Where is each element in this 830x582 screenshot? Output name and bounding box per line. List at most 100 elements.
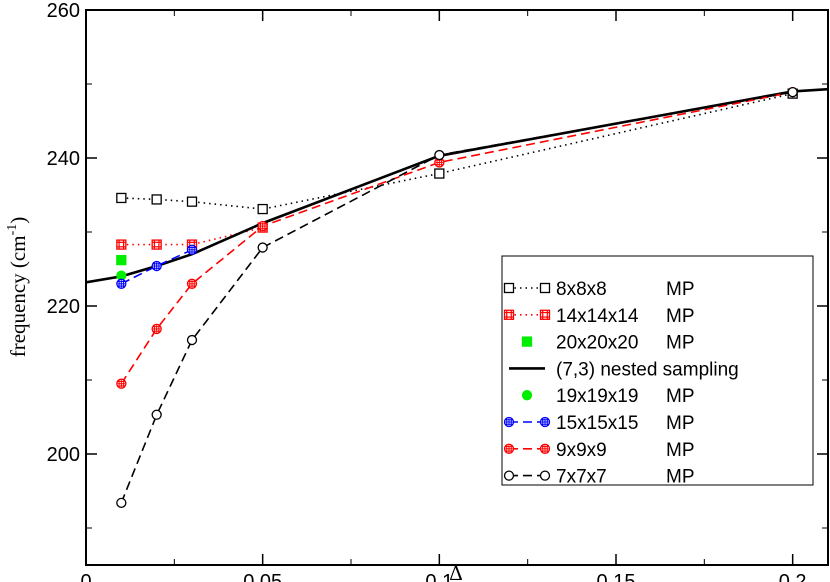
data-point-s7 (787, 86, 798, 98)
legend-label: 8x8x8 (556, 279, 607, 300)
data-point-s7 (151, 409, 162, 420)
series-line-s14 (121, 226, 263, 246)
data-point-s8 (257, 203, 268, 215)
axis-ticks: 0 0.05 0.1 0.15 0.2 200 220 240 260 (47, 0, 828, 582)
legend-label: 19x19x19 (556, 386, 638, 407)
data-point-s8-shape (186, 196, 198, 207)
plot-frame (85, 9, 829, 566)
data-point-s9 (257, 220, 268, 232)
legend-item-s14: 14x14x14 MP (503, 306, 695, 327)
data-point-s8 (151, 194, 162, 205)
svg-text:frequency (cm-1): frequency (cm-1) (5, 217, 30, 358)
data-point-s14-shape (151, 239, 162, 250)
legend-label: 20x20x20 (556, 333, 638, 354)
data-point-s14-shape (116, 239, 127, 250)
y-axis-label-text: frequency (cm (6, 235, 30, 357)
data-point-s7 (116, 497, 127, 508)
series-layer (86, 86, 828, 508)
data-point-s8-shape (151, 194, 162, 205)
legend-marker (503, 416, 515, 428)
legend-item-s7: 7x7x7 MP (503, 467, 695, 488)
data-point-s8-shape (116, 192, 127, 204)
legend-marker-shape (539, 282, 551, 294)
x-tick-label: 0.05 (243, 571, 282, 582)
legend-marker (539, 282, 551, 294)
legend-label: 9x9x9 (556, 440, 607, 461)
series-line-nested (86, 87, 828, 284)
series-s7 (116, 86, 798, 508)
y-tick-label: 220 (47, 296, 80, 318)
data-point-s20 (116, 254, 127, 266)
legend-item-nested: (7,3) nested sampling (509, 359, 739, 380)
data-point-s7-shape (257, 242, 268, 253)
y-axis-label-sup: -1 (5, 224, 20, 236)
data-point-s20-shape (116, 254, 127, 266)
legend-suffix: MP (666, 306, 695, 327)
data-point-s15 (186, 244, 198, 255)
legend-marker-shape (503, 470, 515, 481)
data-point-s7-shape (434, 149, 445, 161)
legend-marker-shape (521, 336, 533, 347)
legend-suffix: MP (666, 333, 695, 354)
legend-item-s8: 8x8x8 MP (503, 279, 695, 300)
legend-marker (503, 282, 515, 294)
legend-marker (539, 470, 551, 481)
data-point-s9 (116, 378, 127, 389)
legend-suffix: MP (666, 467, 695, 488)
legend-marker-shape (539, 309, 551, 320)
x-tick-label: 0.1 (425, 571, 453, 582)
legend-label: 15x15x15 (556, 413, 638, 434)
legend-marker (539, 309, 551, 320)
data-point-s15 (116, 278, 127, 289)
series-nested (86, 87, 828, 284)
data-point-s14 (151, 239, 162, 250)
legend-marker (521, 390, 533, 401)
legend-label: 7x7x7 (556, 467, 607, 488)
legend-label: 14x14x14 (556, 306, 639, 327)
y-tick-label: 240 (47, 148, 80, 170)
legend-marker (503, 470, 515, 481)
series-s9 (116, 86, 798, 389)
y-tick-label: 260 (47, 0, 80, 22)
data-point-s7 (257, 242, 268, 253)
data-point-s7-shape (116, 497, 127, 508)
legend-suffix: MP (666, 279, 695, 300)
y-tick-label: 200 (47, 444, 80, 466)
data-point-s15 (151, 260, 162, 272)
legend: 8x8x8 MP 14x14x14 MP 20x20x20 MP (7,3) nested … (501, 255, 814, 488)
data-point-s14 (116, 239, 127, 250)
y-axis-label: frequency (cm-1) (5, 217, 30, 358)
data-point-s8-shape (257, 203, 268, 215)
legend-marker-shape (503, 309, 515, 320)
legend-marker-shape (521, 390, 533, 401)
legend-marker (503, 309, 515, 320)
data-point-s7-shape (787, 86, 798, 98)
data-point-s7 (434, 149, 445, 161)
legend-marker-shape (539, 470, 551, 481)
legend-item-s19: 19x19x19 MP (521, 386, 695, 407)
data-point-s7 (186, 334, 198, 346)
legend-marker (539, 443, 551, 454)
legend-item-s15: 15x15x15 MP (503, 413, 695, 434)
legend-marker (503, 443, 515, 454)
legend-marker (539, 416, 551, 428)
data-point-s7-shape (186, 334, 198, 346)
data-point-s8 (186, 196, 198, 207)
legend-suffix: MP (666, 386, 695, 407)
legend-label: (7,3) nested sampling (556, 359, 739, 380)
legend-box (501, 255, 814, 486)
legend-item-s9: 9x9x9 MP (503, 440, 695, 461)
x-axis-label: Δ (449, 561, 463, 582)
y-axis-label-close: ) (6, 217, 30, 224)
data-point-s9 (151, 323, 162, 335)
x-tick-label: 0.15 (597, 571, 636, 582)
legend-marker-shape (503, 282, 515, 294)
series-line-s7 (120, 91, 793, 504)
legend-suffix: MP (666, 440, 695, 461)
legend-item-s20: 20x20x20 MP (521, 333, 695, 354)
data-point-s9 (186, 278, 198, 289)
data-point-s8-shape (434, 168, 445, 179)
legend-suffix: MP (666, 413, 695, 434)
data-point-s9 (434, 157, 445, 168)
